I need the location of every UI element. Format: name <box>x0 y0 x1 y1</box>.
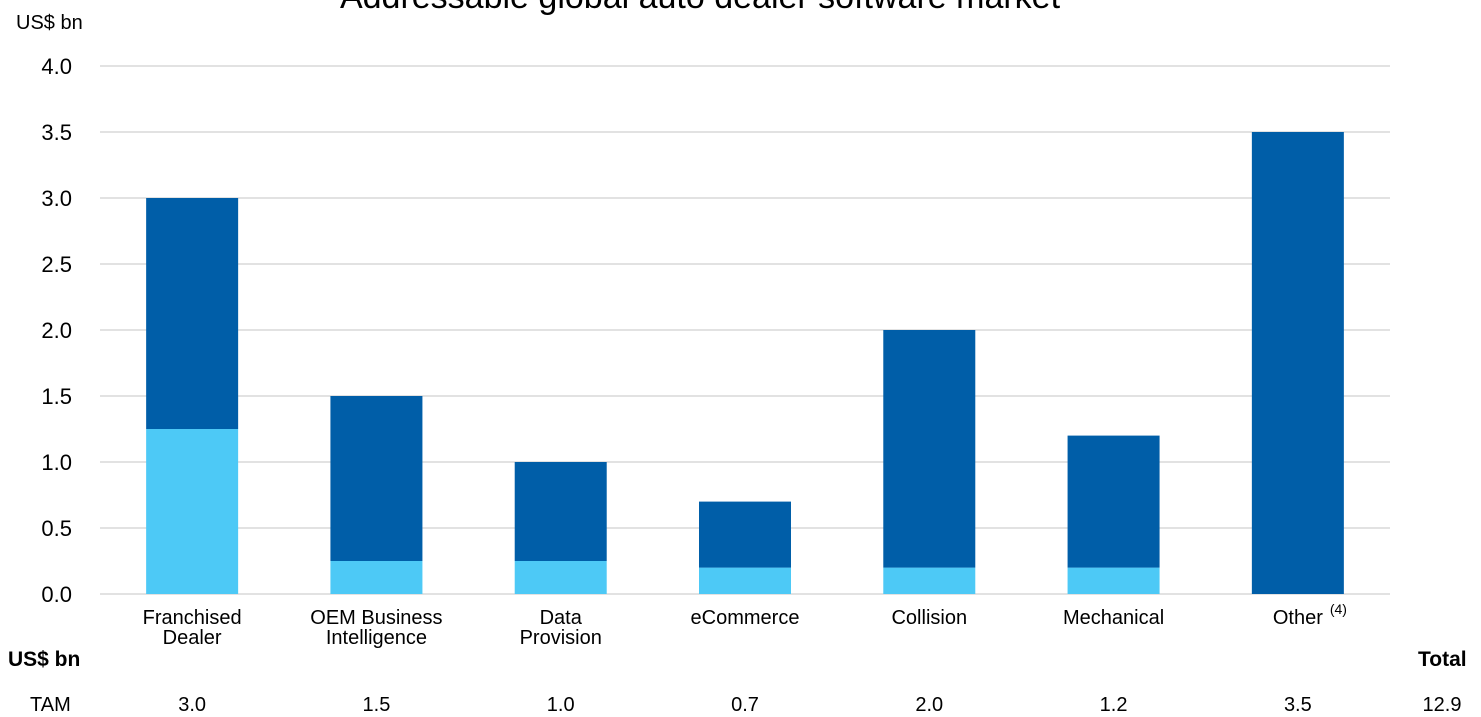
x-category-label: Collision <box>891 607 967 629</box>
table-cell: 0.7 <box>731 694 759 716</box>
y-tick-label: 1.0 <box>41 450 72 475</box>
bar-segment <box>1067 435 1160 568</box>
table-cell: 1.5 <box>362 694 391 716</box>
y-tick-label: 0.5 <box>41 516 72 541</box>
table-row-label: TAM <box>30 694 71 716</box>
bar-segment <box>146 198 239 429</box>
bar-segment <box>514 561 607 594</box>
stacked-bar-chart: 4.0 3.5 3.0 2.5 2.0 1.5 1.0 0.5 0.0 FranchisedDea… <box>41 54 1390 649</box>
x-category-label: Franchised <box>143 607 242 629</box>
bar-segment <box>514 462 607 561</box>
bar-segment <box>330 396 423 561</box>
table-total-cell: 12.9 <box>1422 694 1462 716</box>
table-header-unit: US$ bn <box>8 648 81 671</box>
y-tick-label: 2.0 <box>41 318 72 343</box>
category-footnote: (4) <box>1330 601 1347 617</box>
chart-title: Addressable global auto dealer software … <box>0 0 1400 17</box>
x-category-label: Mechanical <box>1063 607 1164 629</box>
x-category-label: eCommerce <box>691 607 800 629</box>
bar-segment <box>330 561 423 594</box>
y-tick-label: 3.5 <box>41 120 72 145</box>
bar-segment <box>146 429 239 594</box>
x-category-label: Data <box>540 607 583 629</box>
bar-segment <box>699 567 791 594</box>
bar-segment <box>1251 132 1344 594</box>
y-tick-label: 1.5 <box>41 384 72 409</box>
x-category-label: Dealer <box>163 627 222 649</box>
bar-segment <box>1067 567 1160 594</box>
bar-segment <box>883 330 976 568</box>
table-cell: 3.5 <box>1283 694 1312 716</box>
y-tick-label: 2.5 <box>41 252 72 277</box>
x-category-label: OEM Business <box>310 607 442 629</box>
table-cell: 1.0 <box>546 694 575 716</box>
y-tick-label: 0.0 <box>41 582 72 607</box>
y-axis-unit-label: US$ bn <box>16 12 83 34</box>
x-category-label: Other <box>1273 607 1323 629</box>
table-cell: 3.0 <box>178 694 207 716</box>
table-header-total: Total <box>1418 648 1467 671</box>
bar-segment <box>883 567 976 594</box>
x-category-label: Intelligence <box>326 627 427 649</box>
x-category-label: Provision <box>520 627 602 649</box>
table-cell: 1.2 <box>1099 694 1128 716</box>
bar-segment <box>699 501 791 568</box>
y-tick-label: 3.0 <box>41 186 72 211</box>
y-tick-label: 4.0 <box>41 54 72 79</box>
table-cell: 2.0 <box>915 694 944 716</box>
